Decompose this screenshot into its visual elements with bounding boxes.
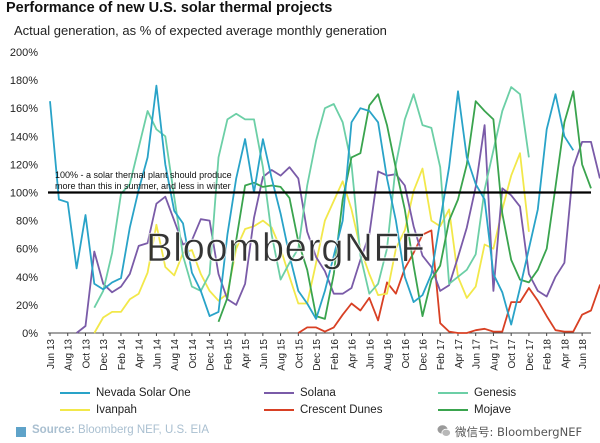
source-marker-icon — [16, 427, 26, 437]
x-tick-label: Jun 17 — [472, 339, 483, 369]
x-tick-label: Jun 15 — [259, 339, 270, 369]
x-tick-label: Feb 18 — [543, 339, 554, 371]
x-tick-label: Aug 16 — [383, 339, 394, 371]
x-tick-label: Dec 16 — [418, 339, 429, 371]
footer — [0, 418, 600, 443]
x-tick-label: Oct 15 — [294, 339, 305, 369]
x-tick-label: Jun 13 — [46, 339, 57, 369]
x-tick-label: Dec 13 — [99, 339, 110, 371]
x-tick-label: Aug 17 — [489, 339, 500, 371]
x-tick-label: Jun 18 — [578, 339, 589, 369]
y-tick-label: 180% — [10, 75, 38, 87]
wechat-id: 微信号: BloombergNEF — [455, 425, 583, 439]
source-label: Source: — [32, 424, 75, 436]
wechat-icon — [437, 425, 451, 437]
source-note: Source: Bloomberg NEF, U.S. EIA — [32, 424, 209, 436]
x-tick-label: Jun 16 — [365, 339, 376, 369]
x-tick-label: Feb 17 — [436, 339, 447, 371]
x-tick-label: Dec 15 — [312, 339, 323, 371]
source-text: Bloomberg NEF, U.S. EIA — [74, 424, 210, 436]
x-tick-label: Aug 13 — [64, 339, 75, 371]
series-layer — [49, 84, 600, 334]
x-tick-label: Dec 14 — [206, 339, 217, 371]
y-tick-label: 60% — [16, 244, 38, 256]
x-tick-label: Apr 18 — [560, 339, 571, 369]
y-tick-label: 0% — [22, 328, 38, 340]
x-tick-label: Apr 15 — [241, 339, 252, 369]
y-axis: 0% 20% 40% 60% 80% 100% 120% 140% 160% 180% 200% — [10, 47, 38, 340]
series-line-mojave — [217, 90, 592, 323]
y-tick-label: 100% — [10, 188, 38, 200]
x-tick-label: Apr 16 — [348, 339, 359, 369]
chart-subtitle: Actual generation, as % of expected aver… — [14, 23, 387, 38]
y-tick-label: 140% — [10, 131, 38, 143]
x-tick-label: Dec 17 — [525, 339, 536, 371]
y-tick-label: 160% — [10, 103, 38, 115]
x-tick-label: Oct 16 — [401, 339, 412, 369]
reference-annotation-line-1: 100% - a solar thermal plant should prod… — [55, 170, 232, 180]
x-axis: Jun 13 Aug 13 Oct 13 Dec 13 Feb 14 Apr 14 Jun … — [46, 332, 591, 371]
x-tick-label: Oct 17 — [507, 339, 518, 369]
x-tick-label: Aug 14 — [170, 339, 181, 371]
series-line-crescent-dunes — [297, 229, 600, 334]
y-tick-label: 40% — [16, 272, 38, 284]
series-line-ivanpah — [93, 152, 530, 334]
y-tick-label: 20% — [16, 300, 38, 312]
y-tick-label: 80% — [16, 216, 38, 228]
bloombergnef-watermark: BloombergNEF — [146, 226, 426, 271]
x-tick-label: Apr 14 — [135, 339, 146, 369]
x-tick-label: Feb 16 — [330, 339, 341, 371]
x-tick-label: Feb 14 — [117, 339, 128, 371]
reference-annotation-line-2: more than this in summer, and less in wi… — [55, 181, 231, 191]
y-tick-label: 120% — [10, 159, 38, 171]
y-tick-label: 200% — [10, 47, 38, 59]
x-tick-label: Oct 14 — [188, 339, 199, 369]
x-tick-label: Aug 15 — [277, 339, 288, 371]
x-tick-label: Feb 15 — [223, 339, 234, 371]
series-line-genesis — [93, 86, 530, 309]
x-tick-label: Apr 17 — [454, 339, 465, 369]
series-line-solana — [76, 124, 600, 334]
x-tick-label: Oct 13 — [81, 339, 92, 369]
series-line-nevada-solar-one — [49, 84, 575, 326]
x-tick-label: Jun 14 — [152, 339, 163, 369]
chart-title: Performance of new U.S. solar thermal pr… — [6, 0, 333, 16]
